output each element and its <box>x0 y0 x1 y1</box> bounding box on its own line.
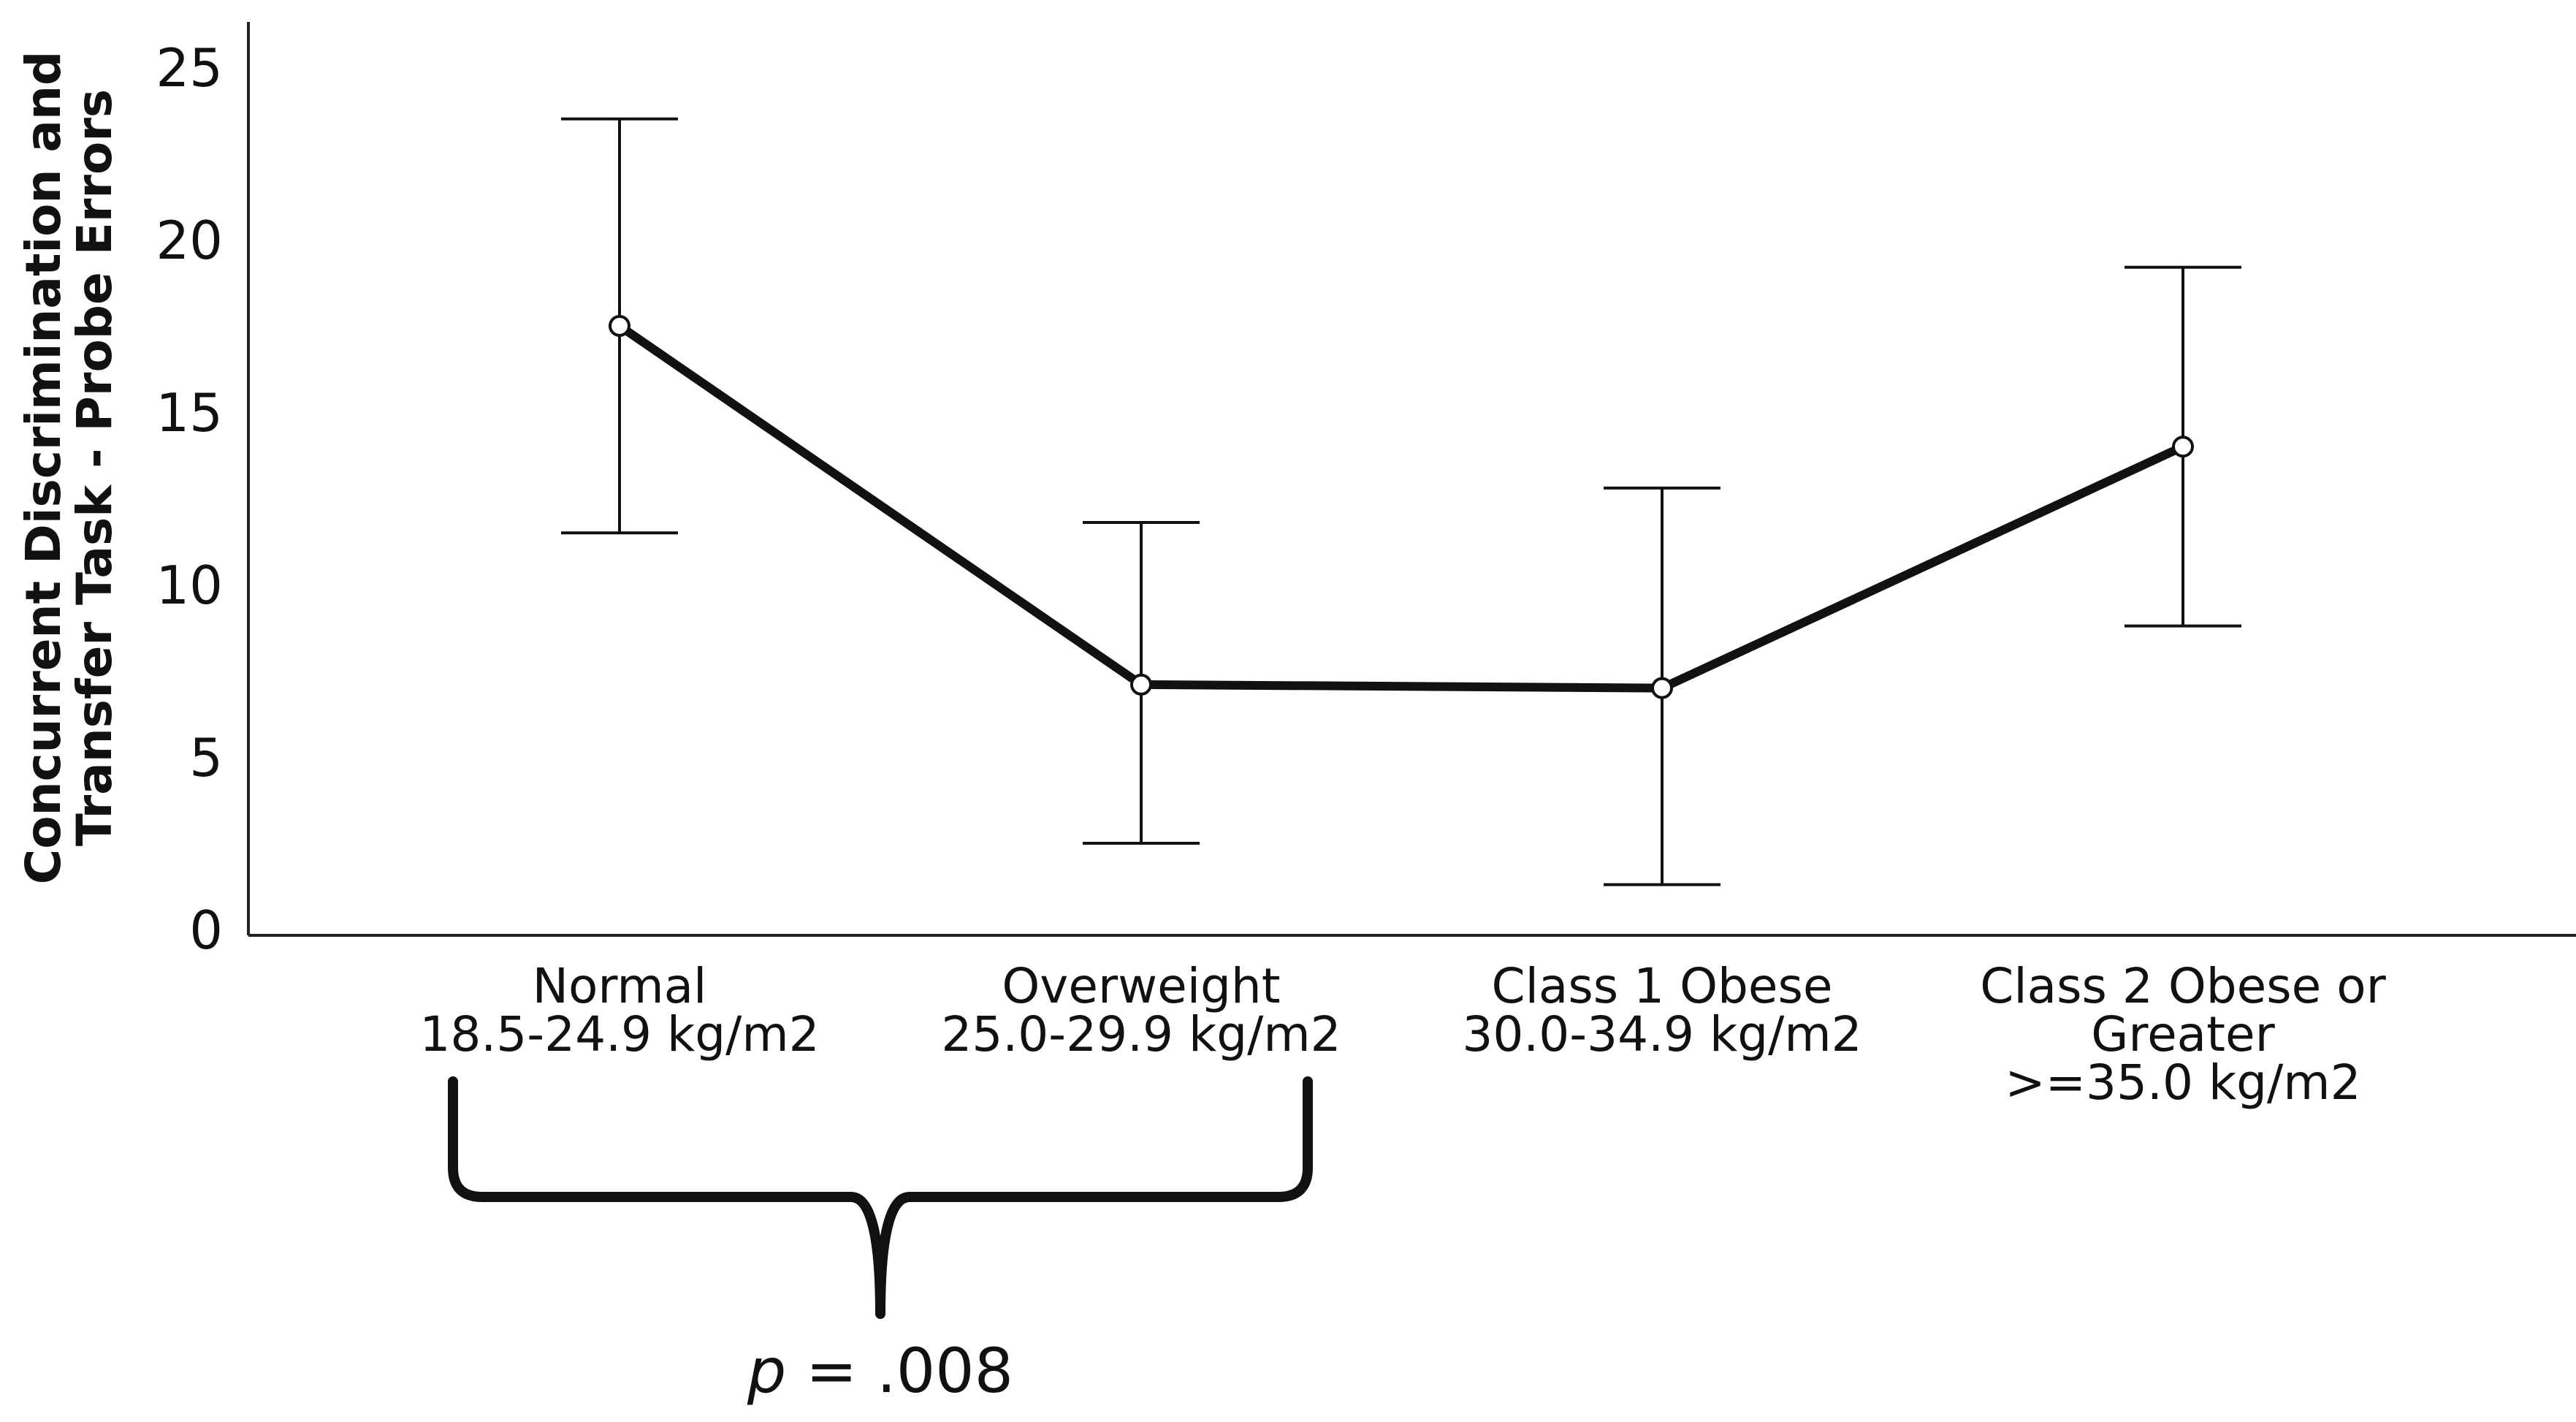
data-point <box>1651 677 1673 699</box>
significance-bracket <box>448 1076 1313 1319</box>
x-category-label: 30.0-34.9 kg/m2 <box>1462 1006 1861 1062</box>
series-line <box>615 322 2187 693</box>
y-tick-label: 10 <box>156 555 223 616</box>
y-ticks: 0 5 10 15 20 25 <box>156 37 223 961</box>
y-axis-title-line-1: Concurrent Discrimination and <box>15 51 72 884</box>
x-category-label: 18.5-24.9 kg/m2 <box>419 1006 819 1062</box>
x-category-label: >=35.0 kg/m2 <box>2005 1054 2360 1111</box>
y-tick-label: 0 <box>189 900 223 961</box>
significance-annotation: p = .008 <box>448 1076 1313 1407</box>
data-points <box>609 315 2194 699</box>
series-line <box>615 322 2187 693</box>
p-value-label: p = .008 <box>747 1335 1013 1407</box>
x-category-label: Class 1 Obese <box>1491 958 1832 1014</box>
x-category-label: Greater <box>2091 1006 2275 1062</box>
x-category-label: Overweight <box>1002 958 1280 1014</box>
y-tick-label: 20 <box>156 210 223 271</box>
x-category-label: Normal <box>533 958 707 1014</box>
data-point <box>609 315 630 337</box>
x-category-label: 25.0-29.9 kg/m2 <box>941 1006 1341 1062</box>
y-axis-title-line-2: Transfer Task - Probe Errors <box>66 89 123 846</box>
x-category-label: Class 2 Obese or <box>1980 958 2386 1014</box>
error-bars <box>561 117 2241 886</box>
y-tick-label: 15 <box>156 382 223 444</box>
y-tick-label: 5 <box>189 727 223 788</box>
axes <box>247 22 2576 937</box>
data-point <box>1130 673 1152 696</box>
data-point <box>2172 436 2194 458</box>
y-tick-label: 25 <box>156 37 223 99</box>
